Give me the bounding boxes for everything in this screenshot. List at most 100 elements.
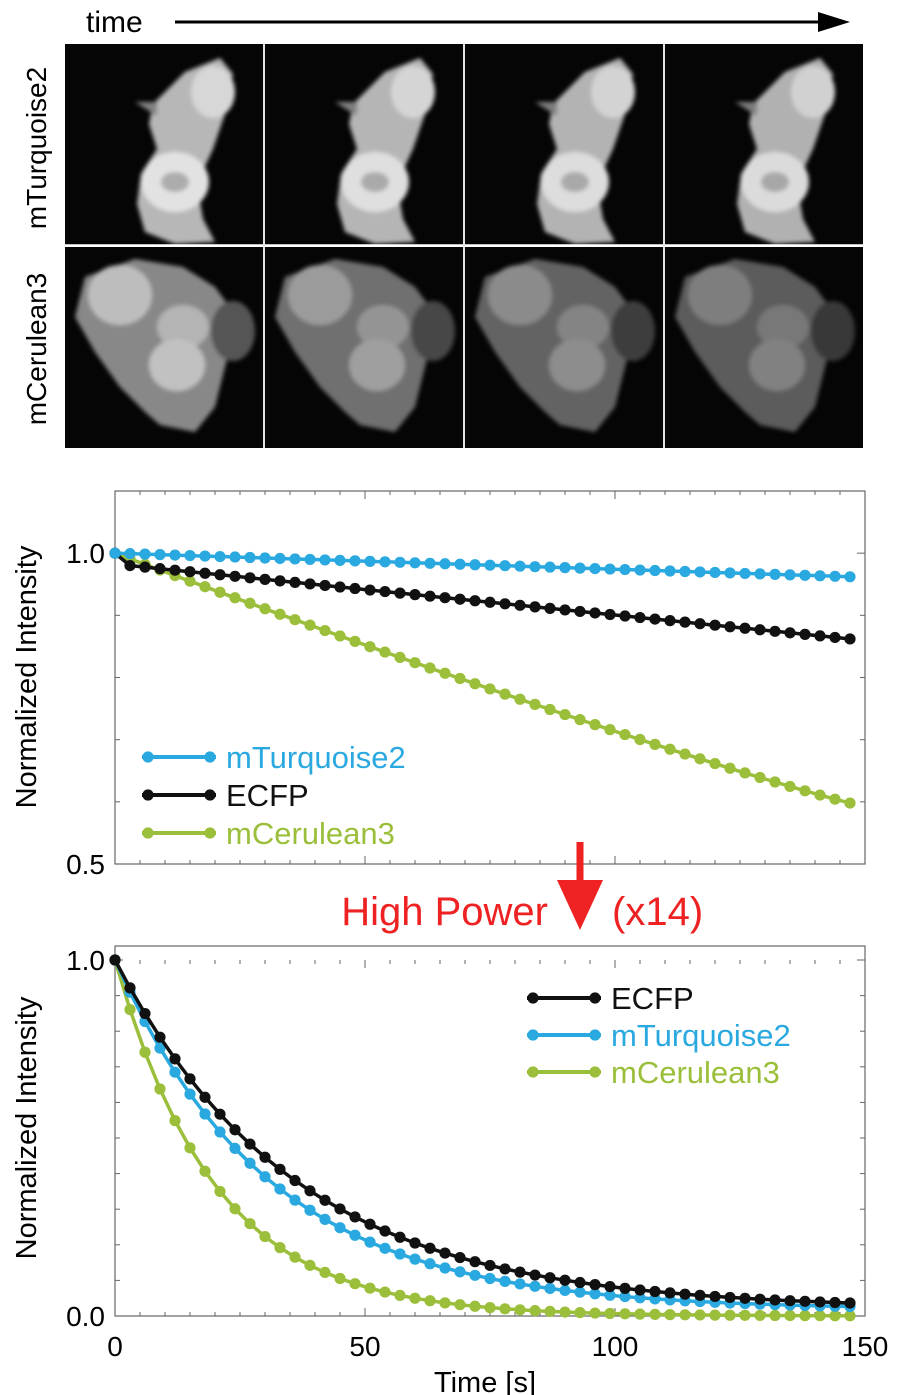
data-point <box>484 1259 496 1272</box>
data-point <box>559 604 571 616</box>
data-point <box>424 1295 436 1307</box>
arrow-down-icon <box>557 880 603 930</box>
data-point <box>169 564 181 576</box>
data-point <box>244 1218 256 1230</box>
data-point <box>139 1007 151 1020</box>
high-power-label: High Power <box>341 890 548 934</box>
data-point <box>589 1307 601 1319</box>
legend-label: mTurquoise2 <box>226 740 406 775</box>
data-point <box>619 563 631 576</box>
data-point <box>649 738 661 750</box>
legend-entry: ECFP <box>527 981 694 1016</box>
y-tick-label: 1.0 <box>66 538 105 569</box>
data-point <box>499 560 511 572</box>
data-point <box>589 719 601 731</box>
data-point <box>214 550 226 563</box>
data-point <box>679 1309 691 1321</box>
data-point <box>424 1242 436 1254</box>
data-point <box>469 559 481 571</box>
data-point <box>514 560 526 572</box>
data-point <box>229 570 241 582</box>
data-point <box>484 1302 496 1314</box>
data-point <box>274 1163 286 1175</box>
data-point <box>544 703 556 716</box>
data-point <box>349 555 361 567</box>
data-point <box>784 1295 796 1307</box>
data-point <box>424 1258 436 1270</box>
x-tick-label: 0 <box>107 1331 123 1362</box>
data-point <box>439 1262 451 1274</box>
data-point <box>409 589 421 601</box>
data-point <box>409 1292 421 1304</box>
data-point <box>829 1296 841 1309</box>
data-point <box>814 570 826 582</box>
x-tick-label: 150 <box>842 1331 889 1362</box>
data-point <box>634 1308 646 1320</box>
data-point <box>769 625 781 637</box>
data-point <box>169 549 181 561</box>
data-point <box>349 582 361 595</box>
data-point <box>304 553 316 566</box>
data-point <box>259 1171 271 1183</box>
data-point <box>379 1225 391 1237</box>
data-point <box>754 771 766 784</box>
x-tick-label: 50 <box>349 1331 380 1362</box>
data-point <box>844 633 856 645</box>
data-point <box>154 1031 166 1043</box>
data-point <box>709 757 721 770</box>
data-point <box>739 1292 751 1304</box>
data-point <box>469 1269 481 1281</box>
row-label-mcerulean3: mCerulean3 <box>21 273 52 426</box>
data-point <box>694 753 706 765</box>
data-point <box>364 1218 376 1230</box>
data-point <box>229 1203 241 1215</box>
data-point <box>829 793 841 805</box>
data-point <box>574 1286 586 1298</box>
data-point <box>394 1289 406 1302</box>
data-point <box>154 1042 166 1054</box>
data-point <box>724 762 736 774</box>
data-point <box>484 683 496 695</box>
data-point <box>334 554 346 566</box>
y-tick-label: 1.0 <box>66 945 105 976</box>
data-point <box>154 549 166 561</box>
data-point <box>829 1310 841 1322</box>
data-point <box>589 562 601 575</box>
data-point <box>604 608 616 621</box>
data-point <box>559 1306 571 1318</box>
data-point <box>709 566 721 579</box>
data-point <box>394 587 406 599</box>
data-point <box>664 1309 676 1321</box>
arrow-head-icon <box>818 12 850 32</box>
data-point <box>634 1284 646 1296</box>
data-point <box>529 698 541 710</box>
data-point <box>574 714 586 726</box>
data-point <box>514 1266 526 1278</box>
data-point <box>799 569 811 581</box>
data-point <box>184 549 196 562</box>
data-point <box>394 1231 406 1243</box>
data-point <box>544 1282 556 1295</box>
data-point <box>304 578 316 590</box>
data-point <box>544 561 556 573</box>
data-point <box>439 667 451 679</box>
legend-entry: mTurquoise2 <box>142 740 406 775</box>
data-point <box>184 1088 196 1100</box>
data-point <box>799 628 811 640</box>
data-point <box>319 579 331 592</box>
data-point <box>499 1303 511 1315</box>
microscopy-image-strip <box>65 44 863 448</box>
data-point <box>184 1073 196 1085</box>
data-point <box>844 1310 856 1322</box>
data-point <box>844 1297 856 1309</box>
data-point <box>304 619 316 631</box>
data-point <box>679 616 691 628</box>
data-point <box>484 596 496 608</box>
data-point <box>604 1289 616 1301</box>
data-point <box>334 630 346 642</box>
data-point <box>784 1309 796 1322</box>
data-point <box>169 1066 181 1078</box>
data-point <box>454 593 466 605</box>
data-point <box>469 678 481 690</box>
